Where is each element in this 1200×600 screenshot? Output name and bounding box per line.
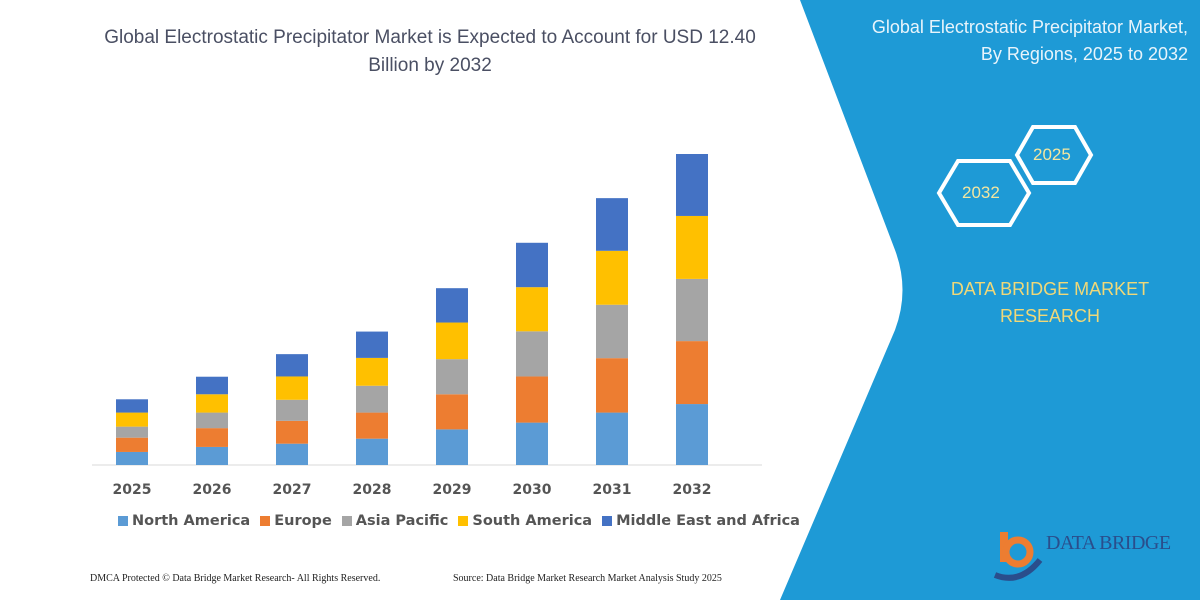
bar-segment-middle-east-and-africa-2030 (516, 242, 548, 288)
x-tick-labels: 2025 2026 2027 2028 2029 2030 2031 2032 (113, 482, 712, 498)
bar-segment-europe-2025 (116, 437, 148, 452)
bar-segment-south-america-2029 (436, 322, 468, 360)
bar-segment-north-america-2025 (116, 451, 148, 465)
hex-label-2025: 2025 (1033, 145, 1071, 164)
x-tick-label: 2025 (113, 482, 152, 498)
legend-label: Middle East and Africa (616, 513, 800, 529)
bar-segment-asia-pacific-2025 (116, 426, 148, 438)
bar-segment-asia-pacific-2032 (676, 278, 708, 342)
bar-segment-europe-2030 (516, 376, 548, 423)
legend-label: North America (132, 513, 251, 529)
bar-segment-europe-2029 (436, 394, 468, 430)
bar-segment-asia-pacific-2027 (276, 399, 308, 421)
bar-segment-south-america-2028 (356, 357, 388, 386)
bar-segment-north-america-2027 (276, 443, 308, 465)
legend-swatch (458, 516, 469, 526)
legend-item: Middle East and Africa (602, 513, 800, 529)
x-tick-label: 2028 (353, 482, 392, 498)
legend-item: North America (118, 513, 250, 529)
bar-segment-middle-east-and-africa-2025 (116, 399, 148, 413)
bar-segment-asia-pacific-2031 (596, 304, 628, 359)
bar-segment-south-america-2026 (196, 394, 228, 413)
bar-segment-europe-2028 (356, 412, 388, 439)
chart-title: Global Electrostatic Precipitator Market… (104, 27, 756, 76)
bar-segment-south-america-2030 (516, 287, 548, 332)
legend-item: Asia Pacific (341, 513, 449, 529)
bar-segment-south-america-2031 (596, 250, 628, 305)
legend-label: Asia Pacific (355, 513, 449, 529)
bar-segment-europe-2031 (596, 358, 628, 413)
legend-item: South America (458, 513, 592, 529)
hex-label-2032: 2032 (962, 183, 1000, 202)
x-tick-label: 2029 (433, 482, 472, 498)
bar-segment-europe-2026 (196, 428, 228, 447)
bar-segment-north-america-2029 (436, 429, 468, 465)
bar-segment-north-america-2026 (196, 446, 228, 465)
bar-segment-middle-east-and-africa-2029 (436, 288, 468, 323)
bar-segment-europe-2027 (276, 420, 308, 444)
logo-icon (993, 532, 1043, 581)
footer-source: Source: Data Bridge Market Research Mark… (453, 573, 722, 584)
x-tick-label: 2027 (273, 482, 312, 498)
legend-label: Europe (274, 513, 332, 529)
hexagon-2025 (1014, 125, 1094, 185)
legend-swatch (118, 516, 128, 526)
bar-segment-europe-2032 (676, 341, 708, 405)
bar-segment-middle-east-and-africa-2027 (276, 354, 308, 377)
footer-copyright: DMCA Protected © Data Bridge Market Rese… (90, 573, 381, 584)
x-tick-label: 2030 (513, 482, 552, 498)
bar-segment-asia-pacific-2030 (516, 331, 548, 377)
x-tick-label: 2026 (193, 482, 232, 498)
bar-segment-north-america-2030 (516, 422, 548, 465)
legend-swatch (602, 516, 613, 526)
bar-segment-asia-pacific-2029 (436, 359, 468, 395)
logo-text: DATA BRIDGE (1046, 532, 1171, 554)
legend: North America Europe Asia Pacific South … (118, 513, 800, 529)
bar-segment-south-america-2025 (116, 412, 148, 427)
bar-segment-middle-east-and-africa-2026 (196, 376, 228, 395)
bar-segment-north-america-2032 (676, 404, 708, 465)
legend-swatch (341, 516, 352, 526)
bar-segment-middle-east-and-africa-2028 (356, 331, 388, 358)
bar-segment-north-america-2028 (356, 438, 388, 465)
bar-segment-middle-east-and-africa-2031 (596, 198, 628, 251)
bar-segment-south-america-2032 (676, 215, 708, 279)
legend-swatch (260, 516, 271, 526)
hexagon-2032 (936, 159, 1032, 227)
side-panel (780, 0, 1200, 600)
legend-label: South America (472, 513, 593, 529)
bar-segment-asia-pacific-2028 (356, 385, 388, 413)
bar-segment-middle-east-and-africa-2032 (676, 154, 708, 216)
side-panel-title: Global Electrostatic Precipitator Market… (871, 17, 1188, 64)
bar-segment-south-america-2027 (276, 376, 308, 400)
legend-item: Europe (260, 513, 332, 529)
x-tick-label: 2031 (593, 482, 632, 498)
bar-segment-asia-pacific-2026 (196, 412, 228, 429)
brand-text: DATA BRIDGE MARKET RESEARCH (950, 279, 1150, 326)
bars (116, 154, 708, 465)
x-tick-label: 2032 (673, 482, 712, 498)
bar-segment-north-america-2031 (596, 412, 628, 465)
